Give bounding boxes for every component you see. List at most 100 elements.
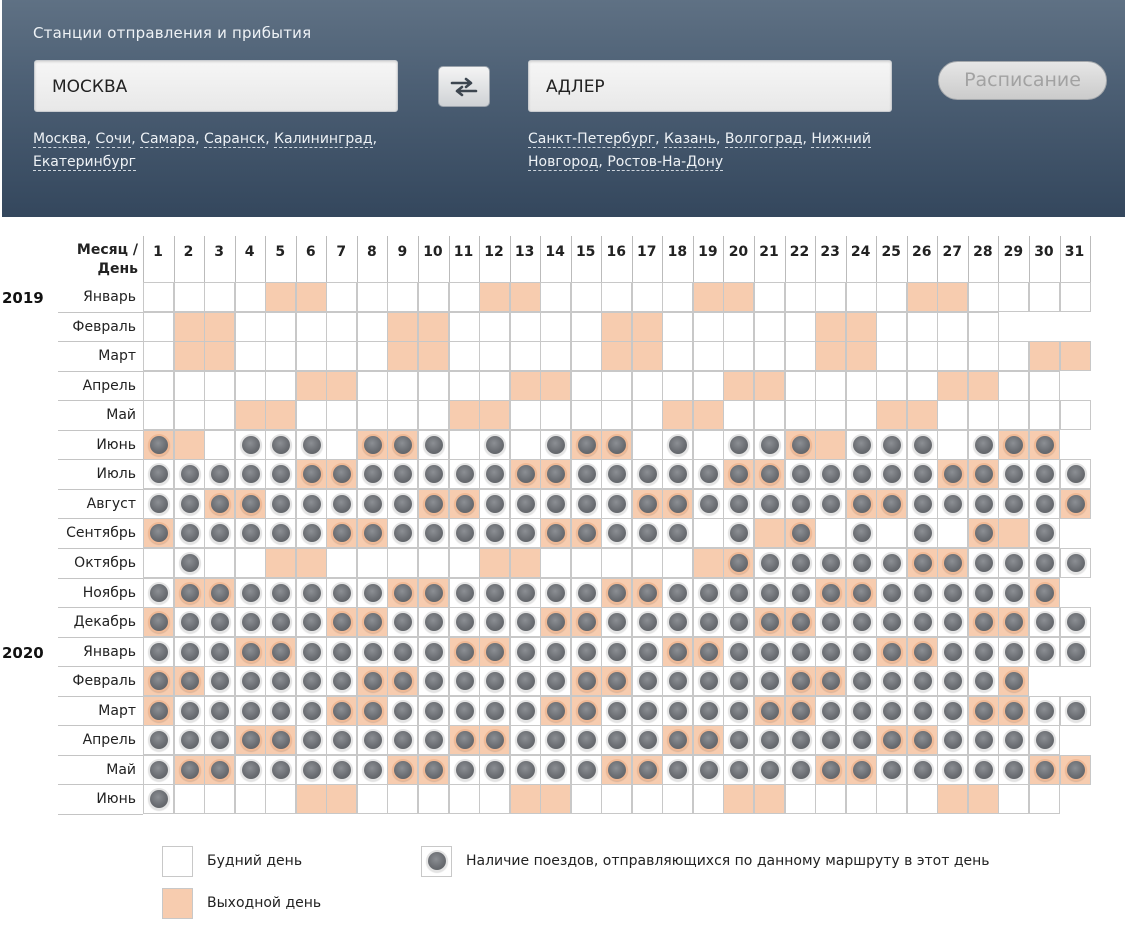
calendar-day-cell[interactable] [601, 578, 632, 608]
calendar-day-cell[interactable] [571, 430, 602, 460]
calendar-day-cell[interactable] [540, 430, 571, 460]
arrival-city-link[interactable]: Казань [664, 131, 716, 148]
calendar-day-cell[interactable] [235, 489, 266, 519]
calendar-day-cell[interactable] [387, 696, 418, 726]
calendar-day-cell[interactable] [204, 518, 235, 548]
calendar-day-cell[interactable] [876, 666, 907, 696]
calendar-day-cell[interactable] [479, 666, 510, 696]
calendar-day-cell[interactable] [265, 755, 296, 785]
calendar-day-cell[interactable] [357, 459, 388, 489]
calendar-day-cell[interactable] [1060, 755, 1091, 785]
calendar-day-cell[interactable] [174, 607, 205, 637]
calendar-day-cell[interactable] [296, 666, 327, 696]
calendar-day-cell[interactable] [387, 666, 418, 696]
calendar-day-cell[interactable] [174, 696, 205, 726]
calendar-day-cell[interactable] [785, 755, 816, 785]
calendar-day-cell[interactable] [540, 637, 571, 667]
calendar-day-cell[interactable] [571, 459, 602, 489]
calendar-day-cell[interactable] [296, 696, 327, 726]
calendar-day-cell[interactable] [754, 607, 785, 637]
calendar-day-cell[interactable] [204, 578, 235, 608]
calendar-day-cell[interactable] [357, 666, 388, 696]
calendar-day-cell[interactable] [785, 459, 816, 489]
calendar-day-cell[interactable] [174, 518, 205, 548]
calendar-day-cell[interactable] [846, 489, 877, 519]
calendar-day-cell[interactable] [235, 430, 266, 460]
calendar-day-cell[interactable] [754, 548, 785, 578]
calendar-day-cell[interactable] [662, 696, 693, 726]
calendar-day-cell[interactable] [968, 548, 999, 578]
calendar-day-cell[interactable] [998, 637, 1029, 667]
calendar-day-cell[interactable] [235, 518, 266, 548]
calendar-day-cell[interactable] [540, 578, 571, 608]
calendar-day-cell[interactable] [662, 518, 693, 548]
calendar-day-cell[interactable] [785, 548, 816, 578]
calendar-day-cell[interactable] [815, 696, 846, 726]
calendar-day-cell[interactable] [968, 696, 999, 726]
calendar-day-cell[interactable] [998, 548, 1029, 578]
calendar-day-cell[interactable] [601, 755, 632, 785]
departure-city-link[interactable]: Самара [140, 131, 196, 148]
calendar-day-cell[interactable] [998, 666, 1029, 696]
calendar-day-cell[interactable] [418, 459, 449, 489]
calendar-day-cell[interactable] [174, 578, 205, 608]
calendar-day-cell[interactable] [785, 696, 816, 726]
calendar-day-cell[interactable] [968, 666, 999, 696]
calendar-day-cell[interactable] [937, 755, 968, 785]
calendar-day-cell[interactable] [785, 607, 816, 637]
calendar-day-cell[interactable] [449, 607, 480, 637]
calendar-day-cell[interactable] [662, 666, 693, 696]
calendar-day-cell[interactable] [357, 637, 388, 667]
calendar-day-cell[interactable] [876, 725, 907, 755]
calendar-day-cell[interactable] [510, 666, 541, 696]
calendar-day-cell[interactable] [846, 725, 877, 755]
calendar-day-cell[interactable] [1029, 696, 1060, 726]
departure-city-link[interactable]: Калининград [274, 131, 373, 148]
calendar-day-cell[interactable] [449, 518, 480, 548]
calendar-day-cell[interactable] [204, 696, 235, 726]
calendar-day-cell[interactable] [998, 459, 1029, 489]
calendar-day-cell[interactable] [540, 607, 571, 637]
calendar-day-cell[interactable] [754, 755, 785, 785]
calendar-day-cell[interactable] [418, 637, 449, 667]
calendar-day-cell[interactable] [571, 725, 602, 755]
calendar-day-cell[interactable] [876, 430, 907, 460]
calendar-day-cell[interactable] [510, 518, 541, 548]
calendar-day-cell[interactable] [693, 666, 724, 696]
calendar-day-cell[interactable] [998, 725, 1029, 755]
calendar-day-cell[interactable] [326, 578, 357, 608]
calendar-day-cell[interactable] [265, 578, 296, 608]
calendar-day-cell[interactable] [571, 489, 602, 519]
calendar-day-cell[interactable] [1060, 637, 1091, 667]
calendar-day-cell[interactable] [846, 637, 877, 667]
calendar-day-cell[interactable] [693, 755, 724, 785]
calendar-day-cell[interactable] [968, 578, 999, 608]
calendar-day-cell[interactable] [876, 696, 907, 726]
calendar-day-cell[interactable] [479, 489, 510, 519]
calendar-day-cell[interactable] [1029, 578, 1060, 608]
calendar-day-cell[interactable] [723, 637, 754, 667]
calendar-day-cell[interactable] [723, 459, 754, 489]
calendar-day-cell[interactable] [418, 489, 449, 519]
calendar-day-cell[interactable] [876, 489, 907, 519]
calendar-day-cell[interactable] [510, 696, 541, 726]
calendar-day-cell[interactable] [449, 666, 480, 696]
calendar-day-cell[interactable] [662, 607, 693, 637]
calendar-day-cell[interactable] [601, 666, 632, 696]
calendar-day-cell[interactable] [632, 666, 663, 696]
calendar-day-cell[interactable] [601, 459, 632, 489]
calendar-day-cell[interactable] [693, 489, 724, 519]
calendar-day-cell[interactable] [143, 666, 174, 696]
calendar-day-cell[interactable] [143, 518, 174, 548]
calendar-day-cell[interactable] [540, 489, 571, 519]
calendar-day-cell[interactable] [418, 607, 449, 637]
calendar-day-cell[interactable] [326, 637, 357, 667]
calendar-day-cell[interactable] [937, 725, 968, 755]
calendar-day-cell[interactable] [418, 696, 449, 726]
calendar-day-cell[interactable] [876, 755, 907, 785]
calendar-day-cell[interactable] [1029, 459, 1060, 489]
calendar-day-cell[interactable] [723, 548, 754, 578]
calendar-day-cell[interactable] [968, 725, 999, 755]
calendar-day-cell[interactable] [387, 725, 418, 755]
calendar-day-cell[interactable] [204, 725, 235, 755]
